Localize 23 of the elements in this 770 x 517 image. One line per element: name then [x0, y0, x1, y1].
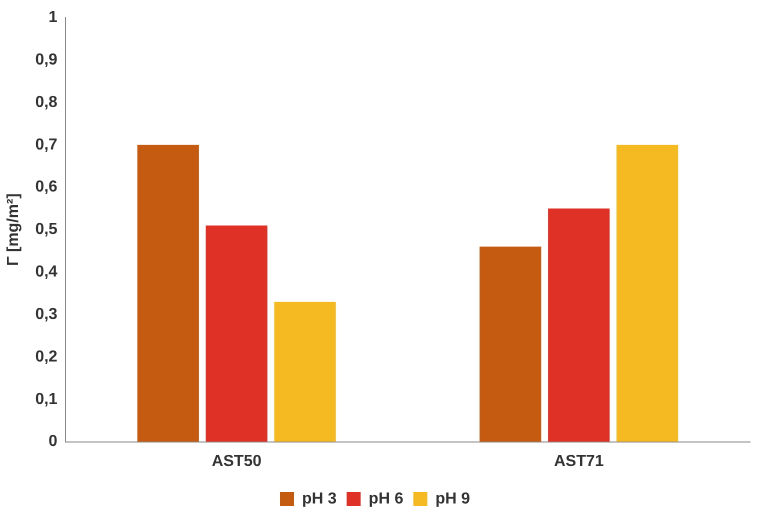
y-tick-label: 0	[48, 433, 58, 450]
legend-label: pH 9	[435, 490, 470, 508]
y-tick-label: 0,3	[35, 306, 58, 323]
y-tick-label: 0,8	[35, 94, 58, 111]
y-tick-label: 1	[48, 9, 58, 26]
legend-label: pH 6	[368, 490, 404, 508]
y-tick-label: 0,6	[35, 178, 58, 196]
bar	[274, 302, 336, 442]
y-tick-label: 0,1	[35, 390, 58, 408]
bar	[137, 144, 199, 442]
y-tick-label: 0,4	[35, 264, 58, 281]
y-tick-label: 0,7	[35, 136, 58, 154]
bar	[616, 144, 678, 442]
x-tick-label: AST50	[212, 452, 262, 470]
bar	[548, 208, 610, 442]
y-tick-label: 0,2	[35, 348, 58, 366]
bar	[206, 225, 268, 442]
y-tick-label: 0,9	[35, 51, 58, 68]
bar	[480, 246, 542, 442]
x-tick-label: AST71	[554, 452, 604, 470]
legend-label: pH 3	[302, 490, 337, 508]
y-tick-label: 0,5	[35, 221, 58, 238]
y-axis-title: Γ [mg/m²]	[5, 193, 22, 266]
